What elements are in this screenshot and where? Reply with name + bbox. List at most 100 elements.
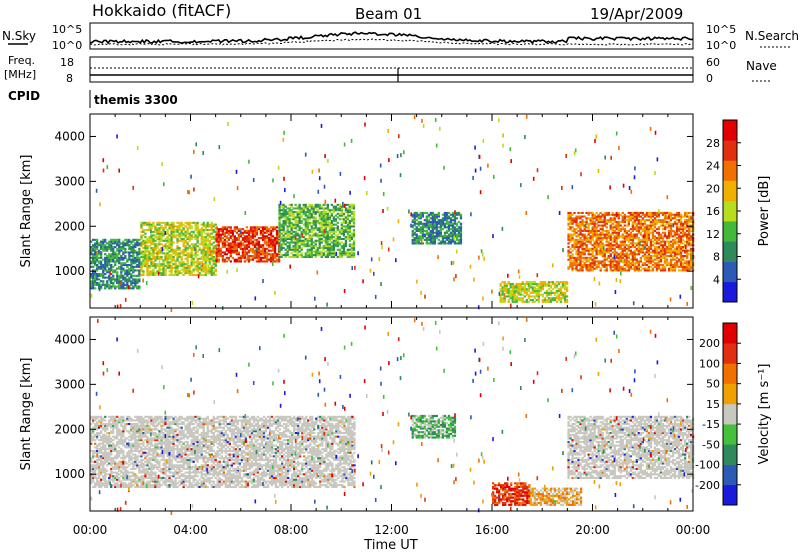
power-cell	[545, 284, 549, 287]
power-cell	[104, 240, 107, 243]
power-cell	[611, 264, 614, 267]
power-cell	[549, 300, 553, 303]
power-cell	[243, 237, 247, 240]
power-cell	[280, 205, 283, 208]
power-cell	[312, 254, 315, 257]
power-cell	[300, 243, 303, 246]
power-cell	[445, 242, 449, 245]
power-cell	[690, 238, 693, 241]
nave-label: Nave	[746, 59, 777, 73]
power-cell	[267, 242, 271, 245]
power-cell	[635, 219, 638, 222]
power-cell	[160, 227, 163, 230]
power-cell	[653, 226, 657, 229]
power-cell	[499, 282, 502, 285]
power-cell	[112, 269, 115, 272]
power-cell	[261, 244, 265, 247]
power-cell	[635, 269, 638, 272]
power-cell	[340, 252, 343, 255]
power-cell	[215, 249, 218, 252]
power-cell	[206, 272, 209, 275]
power-cell	[433, 215, 436, 218]
power-cell	[166, 239, 169, 242]
power-cell	[156, 252, 159, 255]
power-cell	[324, 250, 327, 253]
power-cell	[533, 281, 536, 284]
power-cell	[318, 236, 321, 239]
power-cell	[180, 221, 183, 224]
power-cell	[655, 238, 659, 241]
power-cell	[340, 241, 343, 244]
power-cell	[308, 211, 311, 214]
power-cell	[126, 265, 129, 268]
power-cell	[577, 247, 580, 250]
power-cell	[180, 264, 183, 267]
power-cell	[577, 235, 580, 238]
power-speckle	[272, 178, 274, 183]
power-cell	[328, 229, 331, 232]
power-cell	[162, 232, 165, 235]
power-cell	[599, 237, 602, 240]
power-cell	[348, 220, 352, 223]
power-cell	[609, 249, 612, 252]
power-cell	[178, 270, 181, 273]
power-cell	[611, 246, 614, 249]
power-cell	[690, 224, 693, 227]
power-cell	[148, 264, 151, 267]
power-cell	[437, 220, 440, 223]
power-cell	[593, 255, 596, 258]
power-cell	[247, 229, 251, 232]
power-cell	[519, 293, 522, 296]
power-cell	[637, 244, 640, 247]
power-cell	[278, 230, 281, 233]
power-cell	[156, 232, 159, 235]
power-cell	[673, 265, 677, 268]
power-cell	[170, 239, 173, 242]
power-cell	[437, 229, 440, 232]
power-cell	[611, 262, 614, 265]
power-cell	[595, 253, 598, 256]
power-cell	[443, 242, 447, 245]
power-cell	[585, 240, 588, 243]
power-cell	[304, 225, 307, 228]
power-cell	[166, 266, 169, 269]
power-cell	[603, 249, 606, 252]
power-cell	[318, 214, 321, 217]
power-cell	[453, 233, 457, 236]
power-cell	[567, 253, 570, 256]
power-cell	[445, 220, 449, 223]
power-cell	[603, 251, 606, 254]
power-cell	[673, 255, 677, 258]
power-cell	[310, 236, 313, 239]
power-cell	[423, 224, 426, 227]
power-cell	[102, 269, 105, 272]
power-cell	[673, 253, 677, 256]
power-cell	[631, 267, 634, 270]
power-cell	[126, 283, 129, 286]
power-cell	[122, 240, 125, 243]
power-cell	[445, 213, 449, 216]
power-cell	[200, 239, 203, 242]
power-cell	[320, 232, 323, 235]
power-cell	[320, 216, 323, 219]
power-speckle	[293, 194, 295, 199]
power-cell	[621, 240, 624, 243]
power-cell	[561, 295, 565, 298]
power-cell	[172, 236, 175, 239]
power-cell	[677, 247, 681, 250]
power-cell	[575, 264, 578, 267]
power-cell	[214, 264, 217, 267]
power-cell	[653, 213, 657, 216]
power-cell	[525, 291, 528, 294]
power-cell	[535, 299, 538, 302]
power-cell	[336, 207, 339, 210]
power-cell	[587, 247, 590, 250]
power-cell	[280, 236, 283, 239]
power-cell	[421, 224, 424, 227]
power-cell	[225, 260, 228, 263]
power-cell	[110, 269, 113, 272]
power-cell	[429, 217, 432, 220]
power-cell	[290, 209, 293, 212]
power-cell	[204, 237, 207, 240]
power-cell	[150, 252, 153, 255]
